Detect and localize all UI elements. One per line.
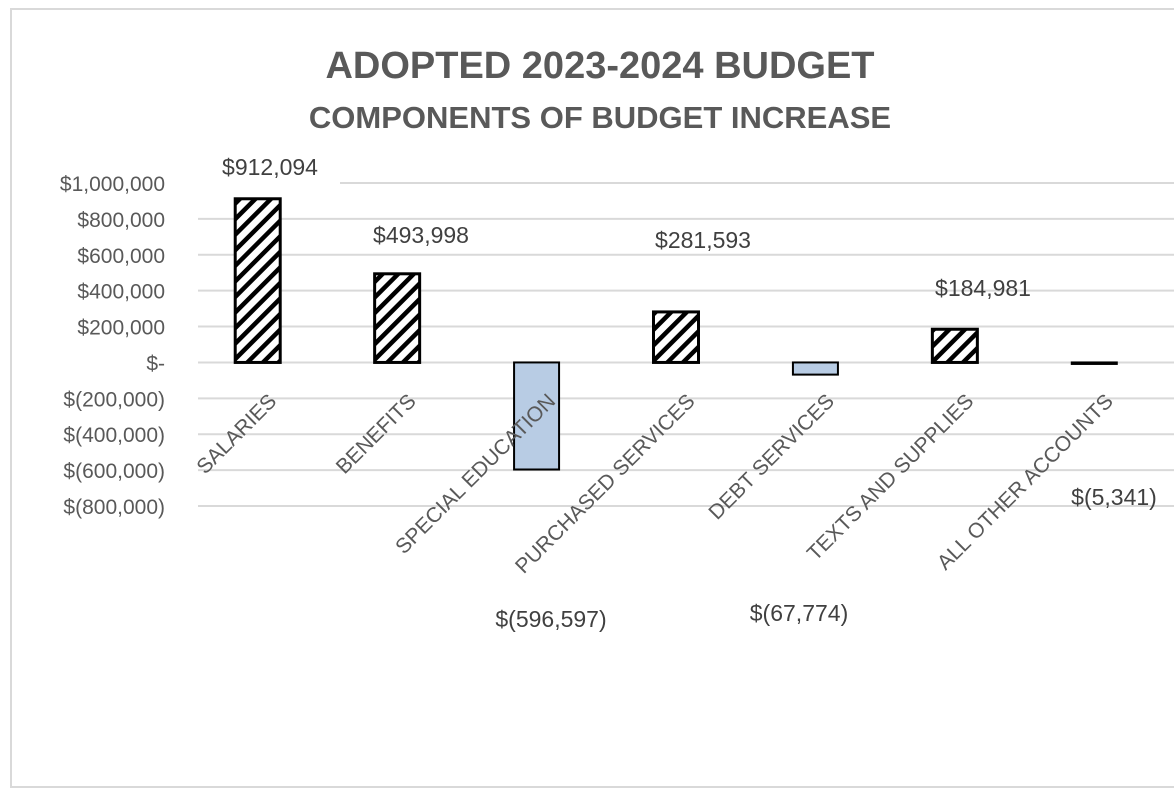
y-tick-label: $(600,000) [63,460,165,483]
y-tick-label: $(400,000) [63,424,165,447]
y-tick-label: $400,000 [77,281,165,304]
y-tick-label: $- [146,352,165,375]
category-label: SPECIAL EDUCATION [391,390,560,559]
data-label: $(67,774) [750,600,848,626]
data-label: $184,981 [935,275,1031,301]
y-tick-label: $(200,000) [63,388,165,411]
category-label: DEBT SERVICES [704,390,839,525]
data-label: $(596,597) [495,606,606,632]
y-tick-label: $1,000,000 [60,173,165,196]
bar-purchased-services [652,310,700,364]
bar-debt-services [791,361,839,376]
y-tick-label: $(800,000) [63,496,165,519]
bars [233,197,1118,471]
data-label: $493,998 [373,222,469,248]
chart-subtitle: COMPONENTS OF BUDGET INCREASE [309,100,891,135]
data-label: $281,593 [655,227,751,253]
data-label: $(5,341) [1071,484,1157,510]
bar-special-education [513,361,561,471]
bar-all-other-accounts [1070,361,1118,365]
data-labels: $912,094 $493,998 $(596,597) $281,593 $(67,7… [222,154,1157,632]
data-label: $912,094 [222,154,318,180]
bar-texts-and-supplies [930,327,979,364]
chart-title: ADOPTED 2023-2024 BUDGET [325,45,874,87]
y-tick-label: $800,000 [77,209,165,232]
bar-benefits [373,272,422,364]
y-tick-label: $200,000 [77,317,165,340]
y-axis-tick-labels: $1,000,000 $800,000 $600,000 $400,000 $200,0… [60,173,165,519]
y-tick-label: $600,000 [77,245,165,268]
budget-chart: ADOPTED 2023-2024 BUDGET COMPONENTS OF B… [60,45,1174,632]
bar-salaries [233,197,282,364]
